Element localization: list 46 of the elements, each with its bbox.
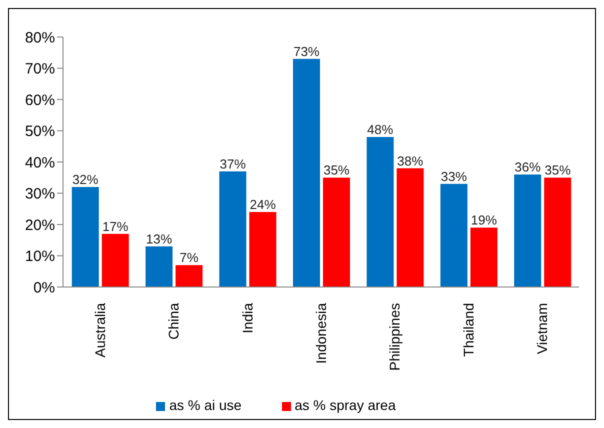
y-tick-label: 40%	[24, 154, 55, 172]
y-tick-label: 0%	[33, 279, 55, 296]
data-label: 19%	[470, 212, 498, 228]
data-label: 73%	[293, 44, 320, 59]
data-label: 35%	[544, 162, 572, 178]
data-label: 7%	[180, 250, 199, 266]
x-tick-label: India	[239, 302, 256, 334]
bar	[146, 246, 173, 287]
legend-label: as % spray area	[294, 397, 396, 413]
data-label: 32%	[72, 172, 99, 187]
bar	[396, 168, 424, 287]
data-label: 37%	[220, 156, 246, 172]
y-tick-label: 30%	[24, 186, 55, 203]
bar	[322, 178, 350, 287]
y-tick-label: 50%	[24, 123, 55, 140]
y-tick-label: 60%	[24, 92, 55, 109]
bar	[249, 212, 276, 287]
x-tick-label: Philippines	[386, 303, 403, 371]
data-label: 36%	[514, 160, 542, 174]
x-tick-label: China	[166, 302, 182, 340]
data-label: 17%	[102, 218, 129, 234]
data-label: 48%	[367, 122, 394, 137]
bar	[470, 228, 498, 287]
y-tick-label: 10%	[24, 248, 55, 266]
y-tick-label: 80%	[24, 29, 55, 46]
data-label: 24%	[250, 197, 276, 212]
data-label: 13%	[146, 231, 173, 246]
bar	[514, 174, 542, 287]
y-tick-label: 20%	[24, 216, 55, 234]
bar	[440, 184, 468, 287]
y-tick-label: 70%	[24, 60, 55, 78]
bar	[102, 234, 129, 287]
bar	[292, 58, 320, 287]
data-label: 35%	[323, 162, 350, 178]
legend-label: as % ai use	[169, 397, 242, 413]
bar	[176, 265, 203, 287]
data-label: 33%	[440, 168, 468, 184]
bar	[72, 187, 99, 287]
x-tick-label: Vietnam	[534, 303, 550, 354]
x-tick-label: Indonesia	[313, 302, 329, 364]
bar	[219, 171, 246, 287]
x-tick-label: Australia	[92, 302, 108, 358]
data-label: 38%	[397, 153, 424, 168]
bar	[366, 137, 394, 287]
bar	[544, 178, 572, 287]
x-tick-label: Thailand	[460, 303, 476, 357]
